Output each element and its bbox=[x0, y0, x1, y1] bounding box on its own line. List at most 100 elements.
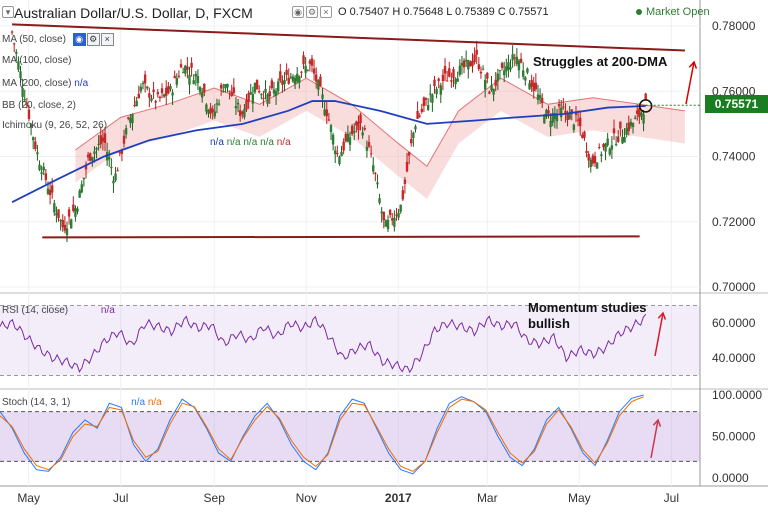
candle-body bbox=[342, 141, 345, 151]
candle-body bbox=[312, 68, 316, 74]
candle-body bbox=[124, 128, 128, 135]
sma1-label[interactable]: MA (50, close) ◉ ⚙ × bbox=[2, 33, 115, 46]
stoch-label[interactable]: Stoch (14, 3, 1) n/a n/a bbox=[2, 397, 162, 408]
candle-body bbox=[502, 70, 506, 76]
price-pane[interactable] bbox=[10, 23, 700, 242]
candle-body bbox=[365, 146, 369, 151]
candle-body bbox=[521, 70, 525, 77]
candle-body bbox=[329, 125, 333, 132]
candle-body bbox=[82, 177, 86, 180]
time-tick-label: Mar bbox=[477, 491, 498, 505]
candle-body bbox=[403, 179, 407, 185]
status-dot-icon bbox=[636, 9, 642, 16]
candle-body bbox=[401, 190, 405, 200]
candle-body bbox=[507, 62, 510, 70]
stoch-tick-label: 100.0000 bbox=[712, 388, 762, 402]
settings-icon[interactable]: ⚙ bbox=[306, 6, 318, 18]
settings-icon[interactable]: ⚙ bbox=[86, 33, 100, 46]
candle-body bbox=[608, 148, 611, 155]
candle-body bbox=[564, 110, 567, 114]
candle-body bbox=[310, 58, 314, 66]
candle-body bbox=[177, 75, 181, 77]
rsi-text: RSI (14, close) bbox=[2, 305, 69, 316]
last-price-tag: 0.75571 bbox=[705, 95, 768, 113]
candle-body bbox=[426, 105, 430, 110]
stoch-tick-label: 0.0000 bbox=[712, 471, 749, 485]
candle-body bbox=[211, 108, 214, 113]
candle-body bbox=[179, 64, 183, 68]
candle-body bbox=[213, 111, 217, 117]
candle-body bbox=[169, 86, 172, 90]
candle-body bbox=[306, 69, 309, 71]
resistance-trendline bbox=[12, 23, 685, 52]
candle-body bbox=[12, 43, 16, 45]
candle-body bbox=[574, 111, 578, 115]
candle-body bbox=[566, 114, 569, 121]
close-icon[interactable]: × bbox=[320, 6, 332, 18]
candle-body bbox=[568, 113, 571, 120]
stoch-pane[interactable] bbox=[0, 394, 700, 475]
candle-body bbox=[528, 83, 531, 90]
candle-body bbox=[538, 95, 542, 99]
candle-body bbox=[445, 80, 449, 82]
candle-body bbox=[443, 66, 447, 74]
candle-body bbox=[19, 71, 22, 79]
close-icon[interactable]: × bbox=[100, 33, 114, 46]
bb-label[interactable]: BB (20, close, 2) bbox=[2, 100, 76, 111]
candle-body bbox=[456, 78, 459, 82]
candle-body bbox=[67, 209, 71, 217]
candle-body bbox=[469, 61, 472, 67]
candle-body bbox=[205, 104, 208, 112]
candle-body bbox=[452, 69, 455, 79]
candle-body bbox=[27, 109, 31, 120]
eye-icon[interactable]: ◉ bbox=[292, 6, 304, 18]
candle-body bbox=[323, 109, 326, 116]
candle-body bbox=[458, 65, 462, 75]
candle-body bbox=[304, 65, 307, 73]
stoch-band bbox=[0, 411, 700, 462]
candle-body bbox=[190, 62, 193, 68]
candle-body bbox=[148, 93, 151, 98]
candle-body bbox=[31, 137, 35, 141]
sma2-label[interactable]: MA (100, close) bbox=[2, 55, 71, 66]
candle-body bbox=[638, 108, 641, 118]
candle-body bbox=[266, 94, 269, 104]
candle-body bbox=[416, 110, 419, 119]
candle-body bbox=[551, 112, 554, 123]
candle-body bbox=[80, 184, 83, 193]
candle-body bbox=[171, 92, 174, 96]
candle-body bbox=[598, 146, 601, 148]
rsi-pane[interactable] bbox=[0, 305, 700, 376]
rsi-line bbox=[0, 313, 647, 374]
candle-body bbox=[224, 83, 227, 89]
eye-icon[interactable]: ◉ bbox=[72, 33, 86, 46]
candle-body bbox=[196, 76, 200, 83]
support-trendline bbox=[42, 235, 640, 239]
candle-body bbox=[281, 80, 284, 85]
candle-body bbox=[91, 157, 94, 161]
candle-body bbox=[439, 85, 443, 95]
collapse-icon[interactable]: ▾ bbox=[2, 6, 14, 18]
candle-body bbox=[133, 105, 136, 107]
ichimoku-label[interactable]: Ichimoku (9, 26, 52, 26) bbox=[2, 120, 107, 131]
candle-body bbox=[279, 71, 282, 81]
symbol-title: Australian Dollar/U.S. Dollar, D, FXCM bbox=[14, 5, 253, 21]
candle-body bbox=[488, 91, 491, 94]
sma3-label[interactable]: MA (200, close) n/a bbox=[2, 78, 88, 89]
candle-body bbox=[511, 54, 514, 61]
candle-body bbox=[587, 153, 590, 161]
candle-body bbox=[570, 109, 573, 115]
candle-body bbox=[610, 145, 614, 150]
candle-body bbox=[298, 76, 301, 83]
candle-body bbox=[249, 92, 252, 95]
candle-body bbox=[407, 152, 411, 156]
candle-body bbox=[526, 68, 529, 73]
rsi-label[interactable]: RSI (14, close) n/a bbox=[2, 305, 115, 316]
candle-body bbox=[460, 63, 464, 66]
candle-body bbox=[414, 126, 417, 130]
candle-body bbox=[593, 156, 597, 164]
candle-body bbox=[317, 80, 320, 90]
candle-body bbox=[236, 102, 240, 105]
candle-body bbox=[129, 117, 132, 123]
